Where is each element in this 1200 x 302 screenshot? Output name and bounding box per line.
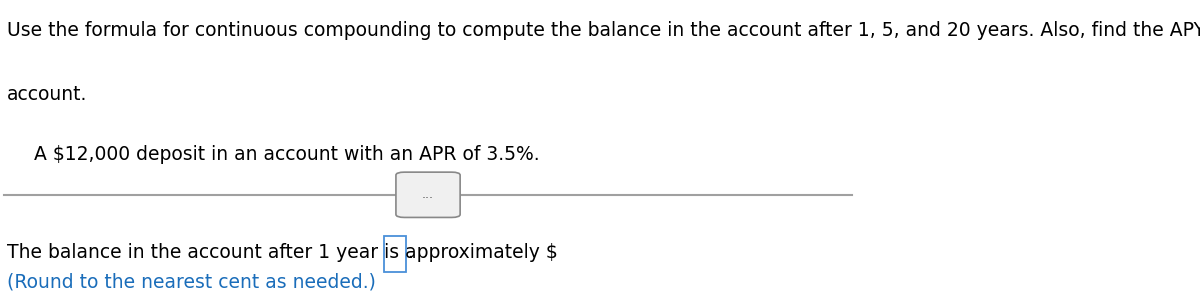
Text: A $12,000 deposit in an account with an APR of 3.5%.: A $12,000 deposit in an account with an … — [35, 145, 540, 164]
FancyBboxPatch shape — [396, 172, 460, 217]
FancyBboxPatch shape — [384, 236, 406, 272]
Text: ...: ... — [422, 188, 434, 201]
Text: (Round to the nearest cent as needed.): (Round to the nearest cent as needed.) — [7, 272, 376, 291]
Text: The balance in the account after 1 year is approximately $: The balance in the account after 1 year … — [7, 243, 558, 262]
Text: .: . — [408, 243, 414, 262]
Text: account.: account. — [7, 85, 88, 104]
Text: Use the formula for continuous compounding to compute the balance in the account: Use the formula for continuous compoundi… — [7, 21, 1200, 40]
